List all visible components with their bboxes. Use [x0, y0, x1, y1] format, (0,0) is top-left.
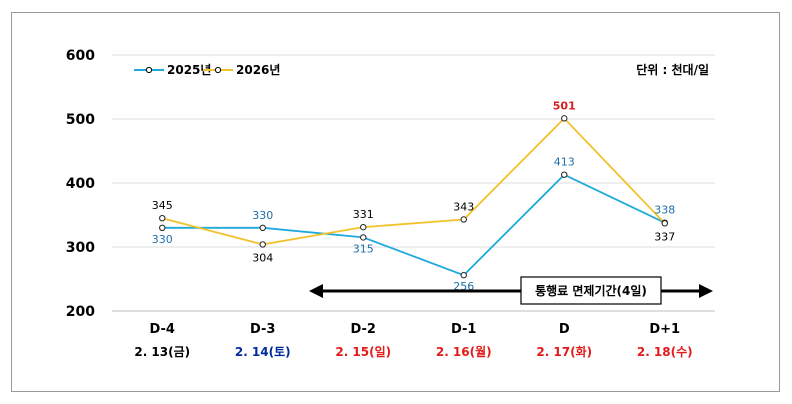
- data-point: [561, 115, 568, 122]
- data-label: 345: [152, 199, 173, 212]
- legend: 2025년 2026년: [134, 63, 280, 77]
- series-line-0: [162, 173, 666, 277]
- x-category-label: D-3: [250, 322, 275, 337]
- data-point: [661, 220, 668, 227]
- x-date-label: 2. 17(화): [536, 344, 592, 359]
- data-label: 501: [553, 99, 576, 112]
- line-chart: 200 300 400 500 600 D-4 2. 13(금) D-3 2. 14(토) D-…: [66, 48, 715, 359]
- x-category-label: D-1: [451, 322, 476, 337]
- data-point: [360, 234, 367, 241]
- y-tick-label: 200: [66, 304, 95, 320]
- y-tick-label: 500: [66, 112, 95, 128]
- exemption-label-box: [520, 276, 662, 305]
- x-category-label: D-2: [351, 322, 376, 337]
- x-date-label: 2. 18(수): [637, 345, 693, 359]
- data-point: [159, 215, 166, 222]
- data-label: 331: [353, 208, 374, 221]
- data-point: [460, 271, 467, 279]
- x-category-label: D: [559, 322, 570, 337]
- data-label: 413: [554, 156, 575, 169]
- x-date-label: 2. 14(토): [235, 345, 291, 359]
- data-point: [561, 171, 568, 178]
- exemption-period-annotation: 통행료 면제기간(4일): [309, 276, 713, 305]
- legend-label-2025: 2025년: [167, 63, 211, 77]
- data-label: 315: [353, 242, 374, 255]
- data-label: 304: [252, 251, 273, 264]
- data-label: 337: [654, 230, 675, 243]
- x-date-label: 2. 15(일): [335, 345, 391, 359]
- x-date-label: 2. 13(금): [134, 345, 190, 359]
- chart-frame: 200 300 400 500 600 D-4 2. 13(금) D-3 2. 14(토) D-…: [11, 12, 780, 392]
- unit-label: 단위 : 천대/일: [636, 62, 709, 77]
- y-tick-label: 300: [66, 240, 95, 256]
- x-category-label: D+1: [649, 322, 680, 337]
- data-label: 330: [252, 209, 273, 222]
- y-tick-label: 400: [66, 176, 95, 192]
- x-date-label: 2. 16(월): [436, 344, 492, 359]
- exemption-label: 통행료 면제기간(4일): [535, 283, 647, 298]
- data-label: 338: [654, 204, 675, 217]
- x-category-label: D-4: [150, 322, 175, 337]
- data-label: 330: [152, 233, 173, 246]
- data-point: [159, 224, 166, 232]
- exemption-arrow-left-head: [309, 284, 323, 298]
- data-point: [360, 223, 367, 231]
- data-label: 343: [453, 200, 474, 213]
- exemption-arrow-right-head: [699, 284, 713, 298]
- legend-marker-2025: [145, 66, 153, 74]
- legend-marker-2026: [214, 66, 222, 74]
- data-point: [460, 216, 467, 223]
- legend-label-2026: 2026년: [236, 63, 280, 77]
- data-point: [259, 224, 266, 232]
- data-point: [259, 241, 266, 248]
- y-tick-label: 600: [66, 48, 95, 64]
- series-line-1: [162, 117, 666, 246]
